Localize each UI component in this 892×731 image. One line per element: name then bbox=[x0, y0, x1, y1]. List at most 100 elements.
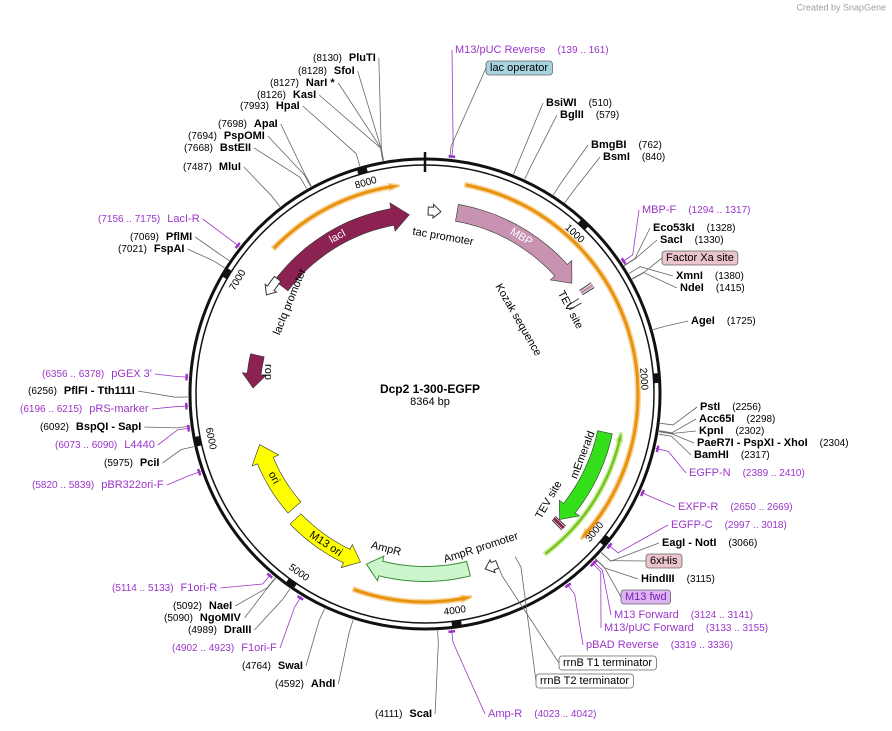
site-position: (3066) bbox=[728, 538, 757, 549]
leader-line bbox=[655, 448, 687, 474]
feature-arrow bbox=[365, 555, 472, 582]
site-position: (8127) bbox=[270, 78, 299, 89]
site-label: (7069) PflMI bbox=[130, 231, 192, 243]
primer-mark bbox=[620, 257, 627, 265]
site-position: (2298) bbox=[746, 414, 775, 425]
site-position: (1294 .. 1317) bbox=[688, 205, 750, 216]
site-position: (2997 .. 3018) bbox=[725, 520, 787, 531]
site-name: FspAI bbox=[154, 243, 185, 255]
leader-line bbox=[244, 577, 276, 619]
leader-line bbox=[449, 67, 487, 159]
site-name: NgoMIV bbox=[200, 612, 242, 624]
site-position: (3319 .. 3336) bbox=[671, 640, 733, 651]
site-label: Acc65I (2298) bbox=[699, 413, 775, 425]
site-label: (8127) NarI * bbox=[270, 77, 335, 89]
site-label: XmnI (1380) bbox=[676, 270, 744, 282]
site-position: (4592) bbox=[275, 679, 304, 690]
ring-tick-label: 6000 bbox=[203, 427, 218, 451]
site-name: pGEX 3' bbox=[111, 368, 152, 380]
site-position: (3133 .. 3155) bbox=[706, 623, 768, 634]
feature-glyph bbox=[569, 302, 582, 311]
site-name: ScaI bbox=[409, 708, 432, 720]
site-label: (4111) ScaI bbox=[375, 708, 432, 720]
site-label: BglII (579) bbox=[560, 109, 619, 121]
site-label: HindIII (3115) bbox=[641, 573, 715, 585]
site-name: M13 Forward bbox=[614, 609, 679, 621]
binding-arc bbox=[351, 586, 473, 605]
site-position: (2256) bbox=[732, 402, 761, 413]
leader-line bbox=[592, 560, 612, 616]
site-position: (2304) bbox=[820, 438, 849, 449]
leader-line bbox=[553, 144, 589, 195]
leader-line bbox=[660, 406, 698, 426]
leader-line bbox=[279, 595, 302, 649]
leader-line bbox=[162, 446, 195, 464]
site-label: M13 Forward (3124 .. 3141) bbox=[614, 609, 753, 621]
site-position: (3124 .. 3141) bbox=[691, 610, 753, 621]
feature-box-label: rrnB T2 terminator bbox=[540, 675, 629, 687]
site-label: (7668) BstEII bbox=[184, 142, 251, 154]
ring-tick-label: 4000 bbox=[443, 604, 467, 618]
map-title: Dcp2 1-300-EGFP bbox=[380, 382, 480, 396]
site-name: XmnI bbox=[676, 270, 703, 282]
site-position: (7694) bbox=[188, 131, 217, 142]
leader-line bbox=[187, 248, 225, 269]
leader-line bbox=[337, 619, 354, 685]
site-name: pBAD Reverse bbox=[586, 639, 659, 651]
feature-label: ori bbox=[266, 470, 282, 487]
site-position: (6092) bbox=[40, 422, 69, 433]
site-position: (139 .. 161) bbox=[557, 45, 608, 56]
site-name: MBP-F bbox=[642, 204, 677, 216]
site-position: (8126) bbox=[257, 90, 286, 101]
site-position: (4902 .. 4923) bbox=[172, 643, 234, 654]
leader-line bbox=[254, 588, 291, 631]
leader-line bbox=[524, 114, 558, 180]
site-position: (2389 .. 2410) bbox=[743, 468, 805, 479]
leader-line bbox=[514, 556, 537, 682]
leader-line bbox=[151, 405, 189, 410]
site-label: (4764) SwaI bbox=[242, 660, 303, 672]
feature-arrow bbox=[251, 444, 302, 514]
site-label: (5820 .. 5839) pBR322ori-F bbox=[32, 479, 164, 491]
site-name: PflMI bbox=[166, 231, 192, 243]
site-position: (5114 .. 5133) bbox=[112, 583, 174, 594]
leader-line bbox=[318, 94, 384, 161]
feature-glyph bbox=[552, 517, 565, 530]
site-name: NaeI bbox=[209, 600, 232, 612]
leader-line bbox=[194, 236, 230, 261]
site-label: M13/pUC Reverse (139 .. 161) bbox=[455, 44, 609, 56]
site-position: (7698) bbox=[218, 119, 247, 130]
site-name: Acc65I bbox=[699, 413, 734, 425]
site-label: (8128) SfoI bbox=[298, 65, 355, 77]
site-label: (5092) NaeI bbox=[173, 600, 232, 612]
credit: Created by SnapGene bbox=[796, 2, 886, 12]
feature-glyph bbox=[551, 519, 563, 531]
leader-line bbox=[600, 552, 647, 562]
site-name: BsiWI bbox=[546, 97, 577, 109]
primer-mark bbox=[266, 572, 274, 579]
binding-arc bbox=[463, 181, 642, 541]
site-label: (5114 .. 5133) F1ori-R bbox=[112, 582, 217, 594]
primer-mark bbox=[589, 560, 597, 568]
site-label: M13/pUC Forward (3133 .. 3155) bbox=[604, 622, 768, 634]
site-name: F1ori-R bbox=[181, 582, 218, 594]
leader-line bbox=[267, 135, 312, 187]
ring-tick bbox=[599, 534, 611, 547]
site-label: MBP-F (1294 .. 1317) bbox=[642, 204, 751, 216]
leader-line bbox=[157, 427, 191, 446]
leader-line bbox=[280, 123, 312, 187]
site-name: EagI - NotI bbox=[662, 537, 716, 549]
site-name: BstEII bbox=[220, 142, 251, 154]
primer-mark bbox=[234, 242, 241, 249]
site-label: pBAD Reverse (3319 .. 3336) bbox=[586, 639, 733, 651]
site-position: (6256) bbox=[28, 386, 57, 397]
site-label: (6092) BspQI - SapI bbox=[40, 421, 141, 433]
feature-box-label: lac operator bbox=[490, 62, 548, 74]
site-name: AgeI bbox=[691, 315, 715, 327]
leader-line bbox=[302, 105, 361, 167]
site-label: (7156 .. 7175) LacI-R bbox=[98, 213, 200, 225]
site-position: (1330) bbox=[695, 235, 724, 246]
site-label: (6356 .. 6378) pGEX 3' bbox=[42, 368, 152, 380]
site-label: (5975) PciI bbox=[104, 457, 159, 469]
site-name: HpaI bbox=[276, 100, 300, 112]
